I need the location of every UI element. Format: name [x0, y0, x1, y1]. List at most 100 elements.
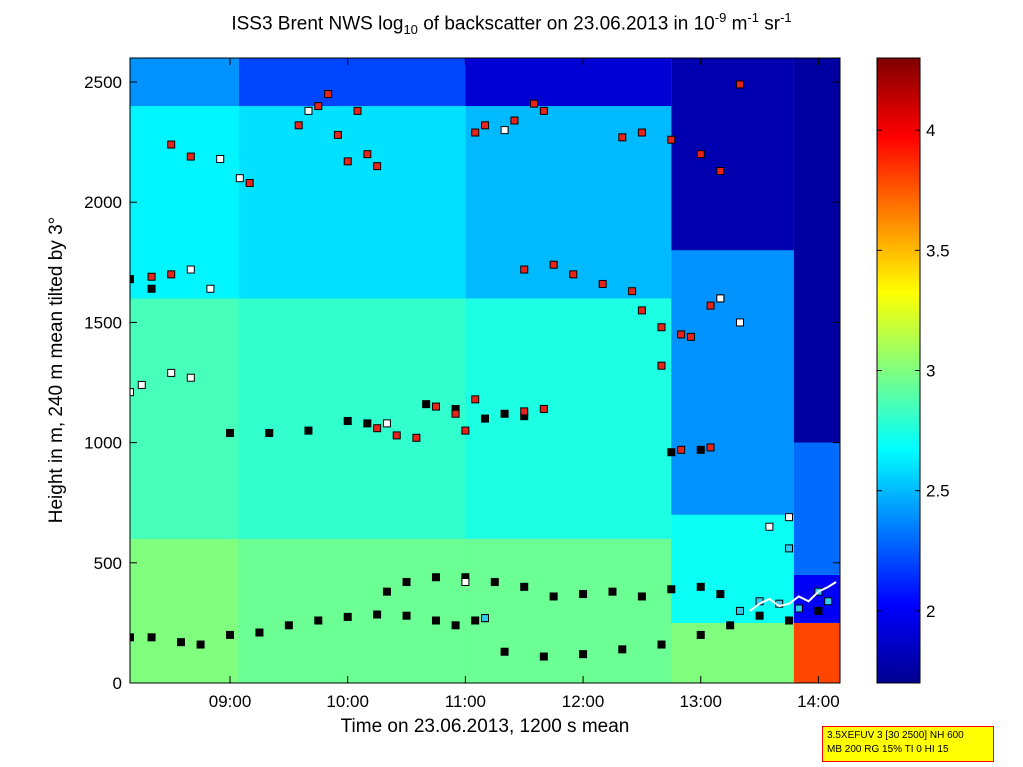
marker-black-square — [226, 429, 235, 437]
marker-white-square — [765, 522, 774, 531]
heatmap-cell — [793, 442, 840, 575]
marker-black-square — [471, 616, 480, 625]
marker-red-square — [667, 135, 676, 144]
marker-red-square — [520, 265, 529, 274]
marker-red-square — [598, 279, 607, 288]
y-tick-label: 0 — [113, 674, 122, 693]
detection-marks — [130, 80, 837, 661]
marker-black-square — [265, 429, 274, 437]
colorbar-tick-label: 4 — [926, 121, 935, 140]
colorbar-gradient — [876, 57, 921, 684]
chart-title: ISS3 Brent NWS log10 of backscatter on 2… — [231, 10, 792, 38]
heatmap-cell — [793, 622, 840, 683]
marker-black-square — [579, 590, 588, 599]
x-tick-label: 13:00 — [679, 692, 722, 711]
marker-black-square — [343, 416, 352, 425]
marker-red-square — [637, 306, 646, 315]
marker-red-square — [294, 121, 303, 130]
heatmap-cell — [793, 574, 840, 623]
marker-red-square — [353, 106, 362, 115]
heatmap-cell — [130, 298, 239, 539]
marker-red-square — [696, 150, 705, 159]
marker-black-square — [196, 640, 205, 649]
plot-frame — [129, 57, 841, 684]
marker-black-square — [422, 400, 431, 409]
heatmap-cell — [130, 538, 239, 683]
marker-red-square — [569, 270, 578, 279]
marker-black-square — [402, 578, 411, 587]
mixed-layer-line — [749, 581, 837, 612]
marker-white-square — [186, 373, 195, 382]
marker-black-square — [667, 585, 676, 594]
marker-black-square — [696, 582, 705, 591]
marker-black-square — [431, 616, 440, 625]
heatmap-cell — [238, 298, 466, 539]
marker-red-square — [706, 443, 715, 452]
y-tick-label: 2000 — [84, 193, 122, 212]
marker-cyan-square — [824, 597, 833, 606]
heatmap-cell — [238, 538, 466, 683]
marker-red-square — [677, 330, 686, 339]
marker-red-square — [657, 323, 666, 332]
heatmap-cell — [671, 514, 794, 623]
marker-black-square — [696, 445, 705, 454]
marker-red-square — [530, 99, 539, 108]
marker-black-square — [304, 426, 313, 435]
marker-white-square — [167, 368, 176, 377]
colorbar-tick-label: 2 — [926, 602, 935, 621]
marker-black-square — [637, 592, 646, 601]
marker-cyan-square — [481, 614, 489, 623]
marker-black-square — [343, 612, 352, 621]
marker-white-square — [735, 318, 744, 327]
heatmap-cell — [465, 58, 672, 107]
colorbar-tick-label: 3 — [926, 362, 935, 381]
heatmap-cell — [238, 58, 466, 107]
marker-black-square — [755, 611, 764, 620]
marker-red-square — [147, 272, 156, 281]
marker-white-square — [235, 174, 244, 183]
marker-black-square — [549, 592, 558, 601]
marker-cyan-square — [794, 604, 803, 613]
marker-black-square — [716, 590, 725, 599]
marker-red-square — [451, 409, 460, 418]
marker-red-square — [186, 152, 195, 161]
marker-red-square — [167, 270, 176, 279]
marker-black-square — [284, 621, 293, 630]
marker-white-square — [304, 106, 313, 115]
marker-black-square — [539, 652, 548, 661]
marker-white-square — [785, 513, 794, 522]
heatmap-cell — [671, 58, 794, 251]
marker-red-square — [628, 287, 637, 296]
colorbar: 2 2.5 3 3.5 4 — [876, 57, 950, 684]
marker-white-square — [186, 265, 195, 274]
marker-red-square — [706, 301, 715, 310]
heatmap-cell — [238, 106, 466, 299]
colorbar-tick-label: 2.5 — [926, 482, 950, 501]
marker-red-square — [412, 433, 421, 442]
marker-black-square — [579, 650, 588, 659]
marker-black-square — [667, 448, 676, 457]
heatmap-cell — [465, 298, 672, 539]
marker-black-square — [500, 409, 509, 418]
heatmap-cell — [130, 58, 239, 107]
marker-red-square — [716, 166, 725, 175]
marker-black-square — [130, 633, 134, 642]
x-axis-label: Time on 23.06.2013, 1200 s mean — [340, 716, 630, 737]
marker-cyan-square — [785, 544, 794, 553]
marker-black-square — [130, 275, 134, 284]
marker-black-square — [490, 578, 499, 587]
marker-white-square — [216, 154, 225, 163]
marker-red-square — [735, 80, 744, 89]
x-tick-label: 11:00 — [445, 692, 486, 711]
marker-black-square — [657, 640, 666, 649]
marker-red-square — [520, 407, 529, 416]
info-line-1: 3.5XEFUV 3 [30 2500] NH 600 — [827, 730, 964, 741]
marker-red-square — [510, 116, 519, 125]
marker-black-square — [373, 610, 382, 619]
x-tick-label: 14:00 — [797, 692, 840, 711]
marker-red-square — [471, 128, 480, 137]
marker-red-square — [333, 130, 342, 139]
marker-red-square — [167, 140, 176, 149]
marker-black-square — [520, 582, 529, 591]
heatmap-cell — [465, 106, 672, 299]
